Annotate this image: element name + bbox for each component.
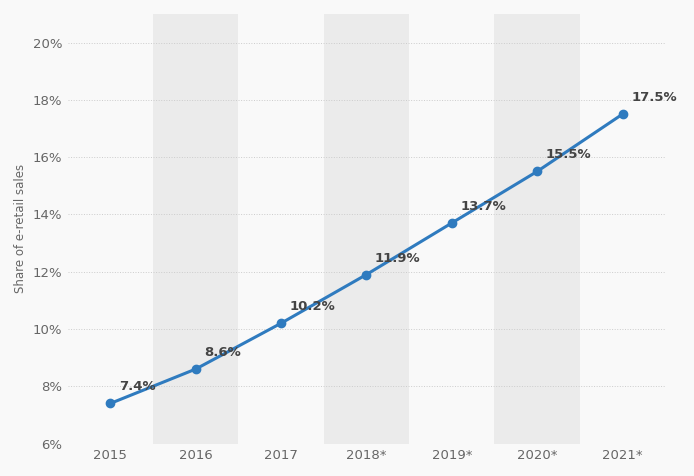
Text: 15.5%: 15.5% <box>545 149 591 161</box>
Text: 17.5%: 17.5% <box>631 91 677 104</box>
Bar <box>495 14 580 444</box>
Y-axis label: Share of e-retail sales: Share of e-retail sales <box>14 164 27 293</box>
Text: 8.6%: 8.6% <box>204 346 241 359</box>
Text: 10.2%: 10.2% <box>289 300 335 313</box>
Bar <box>323 14 409 444</box>
Text: 13.7%: 13.7% <box>460 200 506 213</box>
Text: 11.9%: 11.9% <box>375 251 421 265</box>
Bar <box>153 14 238 444</box>
Text: 7.4%: 7.4% <box>119 380 155 394</box>
